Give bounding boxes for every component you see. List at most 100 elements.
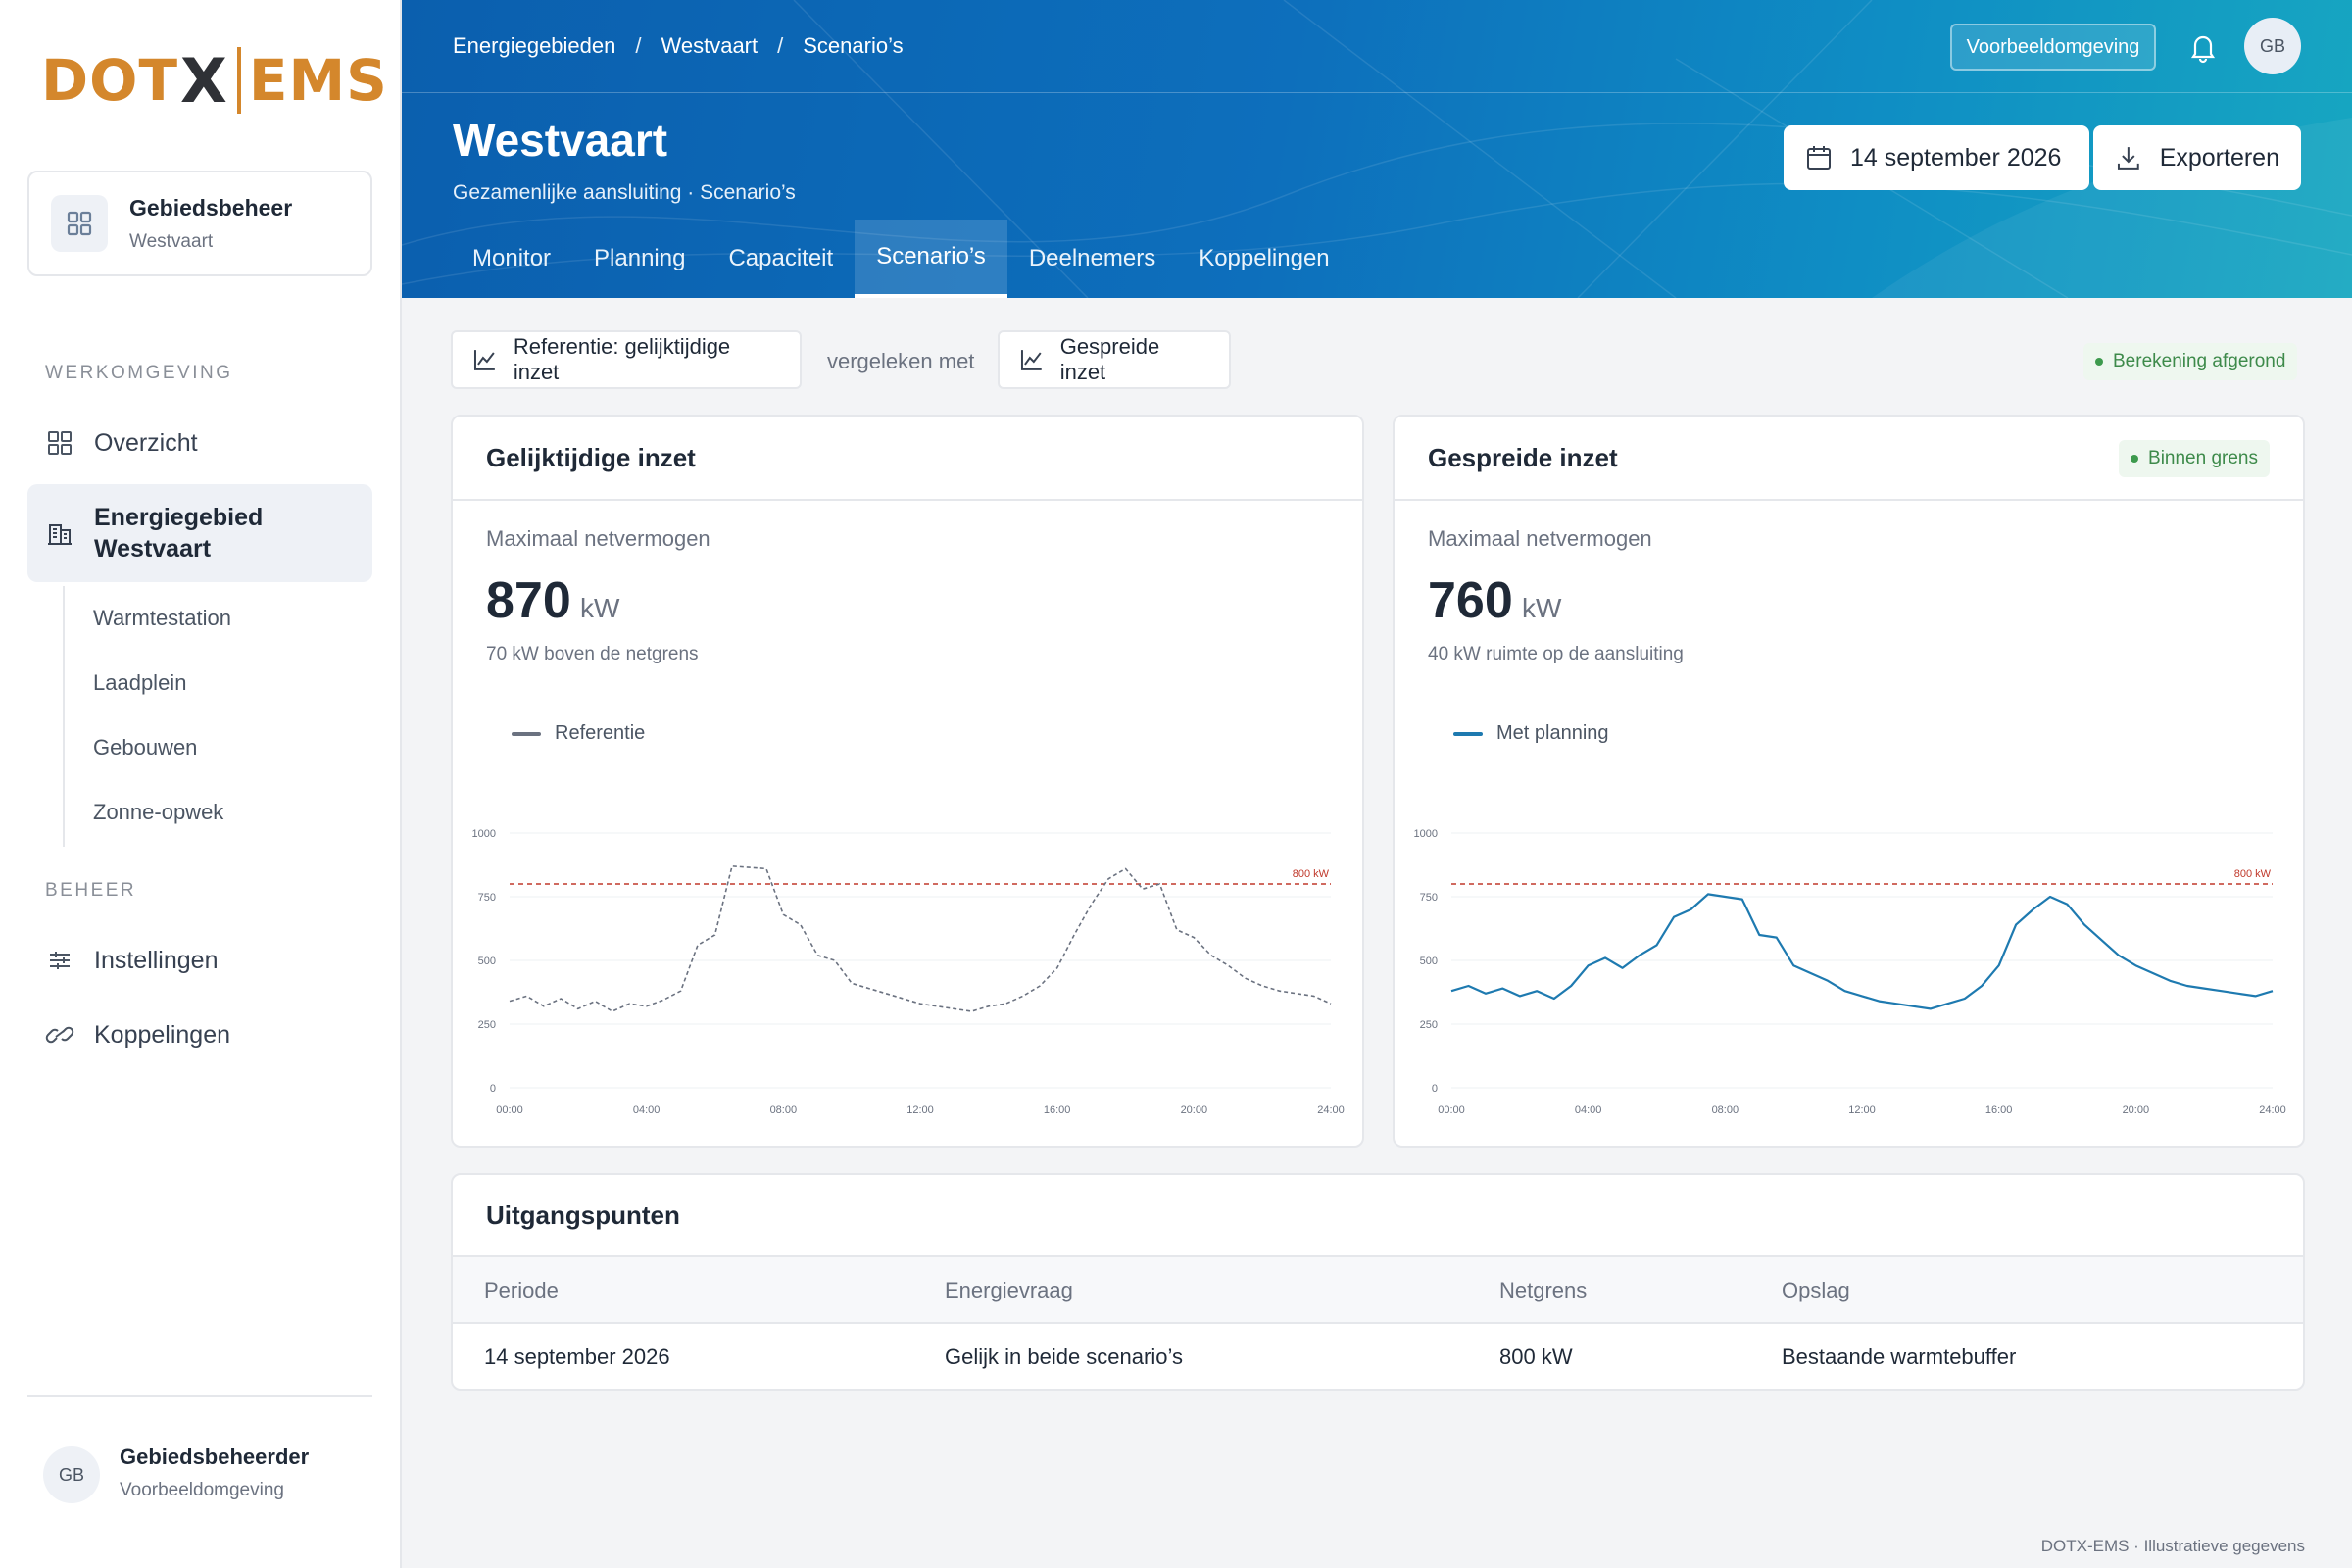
page-header: Energiegebieden / Westvaart / Scenario’s…: [402, 0, 2352, 298]
date-picker-button[interactable]: 14 september 2026: [1784, 125, 2089, 190]
tab-koppelingen[interactable]: Koppelingen: [1199, 245, 1330, 271]
sidebar-item-label: Overzicht: [94, 428, 198, 457]
line-chart-reference: 0 250 500 750 1000 00:00 04:00 08:00 12:00 16:00 2…: [472, 828, 1345, 1116]
x-tick-label: 00:00: [1438, 1104, 1465, 1116]
legend-swatch: [512, 731, 541, 736]
export-button[interactable]: Exporteren: [2093, 125, 2301, 190]
x-tick-label: 04:00: [1575, 1104, 1602, 1116]
scenario-panel-reference: Gelijktijdige inzet Maximaal netvermogen…: [451, 415, 1364, 1148]
header-avatar[interactable]: GB: [2244, 18, 2301, 74]
sidebar-item-instellingen[interactable]: Instellingen: [27, 939, 372, 982]
y-tick-label: 500: [1420, 956, 1438, 967]
grid-icon: [51, 195, 108, 252]
logo-x: X: [180, 44, 227, 117]
tab-capaciteit[interactable]: Capaciteit: [728, 245, 834, 271]
sidebar-subitem-warmtestation[interactable]: Warmtestation: [93, 606, 232, 630]
x-tick-label: 16:00: [1985, 1104, 2013, 1116]
x-tick-label: 20:00: [1181, 1104, 1208, 1116]
breadcrumb-item-current: Scenario’s: [803, 33, 904, 58]
sidebar-subitem-zonne-opwek[interactable]: Zonne-opwek: [93, 800, 224, 824]
user-avatar[interactable]: GB: [43, 1446, 100, 1503]
tab-planning[interactable]: Planning: [594, 245, 686, 271]
line-chart-icon: [473, 350, 495, 370]
link-icon: [45, 1020, 74, 1050]
metric-unit: kW: [1522, 593, 1562, 623]
user-environment: Voorbeeldomgeving: [120, 1480, 284, 1500]
footer-note: DOTX-EMS · Illustratieve gegevens: [2040, 1537, 2305, 1555]
panel-header: Gelijktijdige inzet: [453, 416, 1362, 501]
sidebar-subitem-laadplein[interactable]: Laadplein: [93, 670, 187, 695]
breadcrumb: Energiegebieden / Westvaart / Scenario’s: [453, 33, 904, 59]
sidebar-item-label-line1: Energiegebied: [94, 504, 264, 531]
within-limit-badge: Binnen grens: [2119, 440, 2270, 477]
y-tick-label: 1000: [1414, 828, 1438, 840]
x-tick-label: 16:00: [1044, 1104, 1071, 1116]
chart-legend: Referentie: [512, 722, 645, 745]
metric-value: 760: [1428, 572, 1513, 629]
column-header: Energievraag: [945, 1278, 1073, 1302]
column-header: Periode: [484, 1278, 559, 1302]
sidebar-item-koppelingen[interactable]: Koppelingen: [27, 1013, 372, 1056]
building-icon: [45, 518, 74, 548]
tab-deelnemers[interactable]: Deelnemers: [1028, 245, 1156, 271]
logo-dot: DOT: [41, 47, 179, 114]
sidebar-divider: [27, 1395, 372, 1396]
alternative-label: Gespreide inzet: [1059, 334, 1160, 384]
sidebar-item-energiegebied-westvaart[interactable]: Energiegebied Westvaart: [27, 484, 372, 582]
breadcrumb-separator: /: [635, 33, 642, 58]
tab-monitor[interactable]: Monitor: [472, 245, 552, 271]
table-cell: Bestaande warmtebuffer: [1782, 1345, 2017, 1369]
calendar-icon: [1807, 146, 1831, 170]
column-header: Netgrens: [1499, 1278, 1588, 1302]
panel-title: Gespreide inzet: [1428, 442, 1618, 472]
x-tick-label: 08:00: [1712, 1104, 1740, 1116]
metric-label: Maximaal netvermogen: [1428, 526, 1652, 551]
badge-label: Binnen grens: [2148, 448, 2258, 468]
date-label: 14 september 2026: [1850, 143, 2062, 172]
series-line: [1450, 893, 2274, 1010]
sliders-icon: [45, 946, 74, 975]
sidebar-item-overzicht[interactable]: Overzicht: [27, 421, 372, 465]
subnav-line: [63, 586, 65, 847]
table-header: Uitgangspunten: [453, 1175, 2303, 1257]
breadcrumb-separator: /: [777, 33, 784, 58]
y-tick-label: 750: [478, 892, 496, 904]
alternative-scenario-select[interactable]: Gespreide inzet: [998, 330, 1231, 389]
user-name: Gebiedsbeheerder: [120, 1445, 310, 1469]
breadcrumb-item[interactable]: Westvaart: [661, 33, 759, 58]
header-divider: [402, 92, 2352, 93]
metric-value: 870: [486, 572, 571, 629]
calculation-status-badge: Berekening afgerond: [2083, 343, 2298, 380]
environment-badge: Voorbeeldomgeving: [1950, 24, 2156, 71]
panel-title: Gelijktijdige inzet: [486, 442, 696, 472]
line-chart-planning: 0 250 500 750 1000 00:00 04:00 08:00 12:00 16:00 2…: [1414, 828, 2286, 1116]
download-icon: [2117, 147, 2139, 170]
x-tick-label: 12:00: [906, 1104, 934, 1116]
x-tick-label: 00:00: [496, 1104, 523, 1116]
section-label-werkomgeving: WERKOMGEVING: [45, 363, 233, 383]
breadcrumb-item[interactable]: Energiegebieden: [453, 33, 616, 58]
scenario-panel-planning: Gespreide inzet Binnen grens Maximaal ne…: [1393, 415, 2305, 1148]
y-tick-label: 0: [1432, 1083, 1438, 1095]
compare-text: vergeleken met: [827, 349, 975, 373]
section-label-beheer: BEHEER: [45, 880, 137, 901]
metric-label: Maximaal netvermogen: [486, 526, 710, 551]
legend-swatch: [1453, 731, 1483, 736]
x-tick-label: 20:00: [2123, 1104, 2150, 1116]
chart-legend: Met planning: [1453, 722, 1609, 745]
y-tick-label: 250: [1420, 1019, 1438, 1031]
dotx-ems-logo[interactable]: DOT X EMS: [41, 44, 388, 117]
reference-label: Referentie: gelijktijdige inzet: [513, 334, 731, 384]
line-chart-icon: [1020, 350, 1042, 370]
tab-scenarios[interactable]: Scenario’s: [855, 220, 1007, 298]
assumptions-table: Uitgangspunten Periode Energievraag Netg…: [451, 1173, 2305, 1391]
sidebar-subitem-gebouwen[interactable]: Gebouwen: [93, 735, 198, 760]
reference-scenario-select[interactable]: Referentie: gelijktijdige inzet: [451, 330, 802, 389]
org-subtitle: Westvaart: [129, 230, 214, 252]
y-tick-label: 250: [478, 1019, 496, 1031]
bell-icon[interactable]: [2185, 29, 2221, 65]
column-header: Opslag: [1782, 1278, 1850, 1302]
org-switcher[interactable]: Gebiedsbeheer Westvaart: [27, 171, 372, 276]
y-tick-label: 750: [1420, 892, 1438, 904]
x-tick-label: 24:00: [1317, 1104, 1345, 1116]
